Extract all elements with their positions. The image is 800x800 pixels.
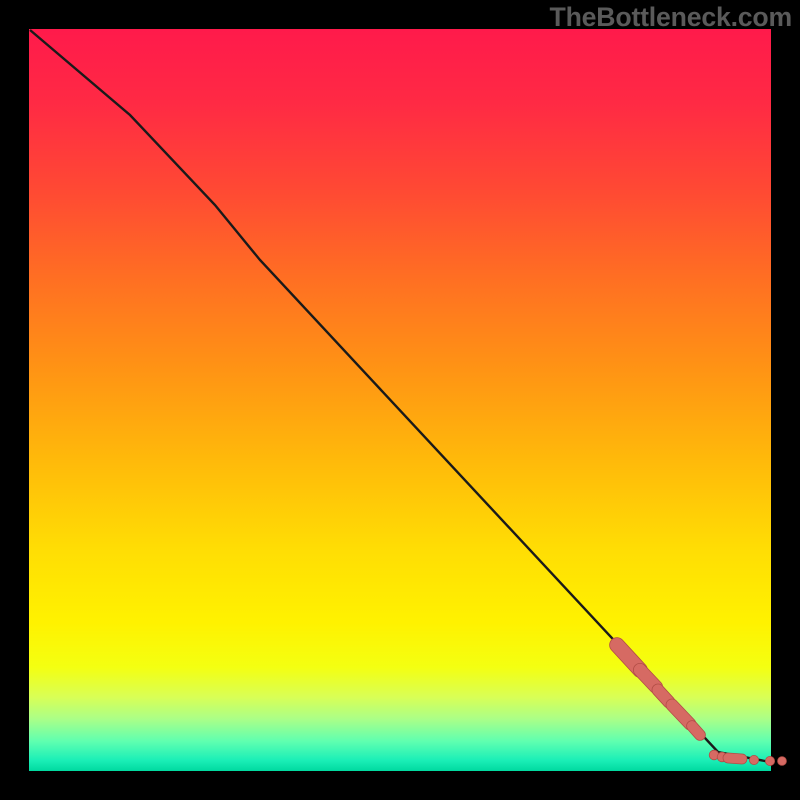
data-point (765, 756, 774, 765)
data-segment (692, 726, 700, 735)
watermark-text: TheBottleneck.com (550, 2, 792, 33)
data-segment (728, 758, 742, 759)
chart-root: TheBottleneck.com (0, 0, 800, 800)
plot-area (29, 29, 771, 771)
data-point (778, 757, 787, 766)
data-point (749, 755, 758, 764)
chart-svg (0, 0, 800, 800)
